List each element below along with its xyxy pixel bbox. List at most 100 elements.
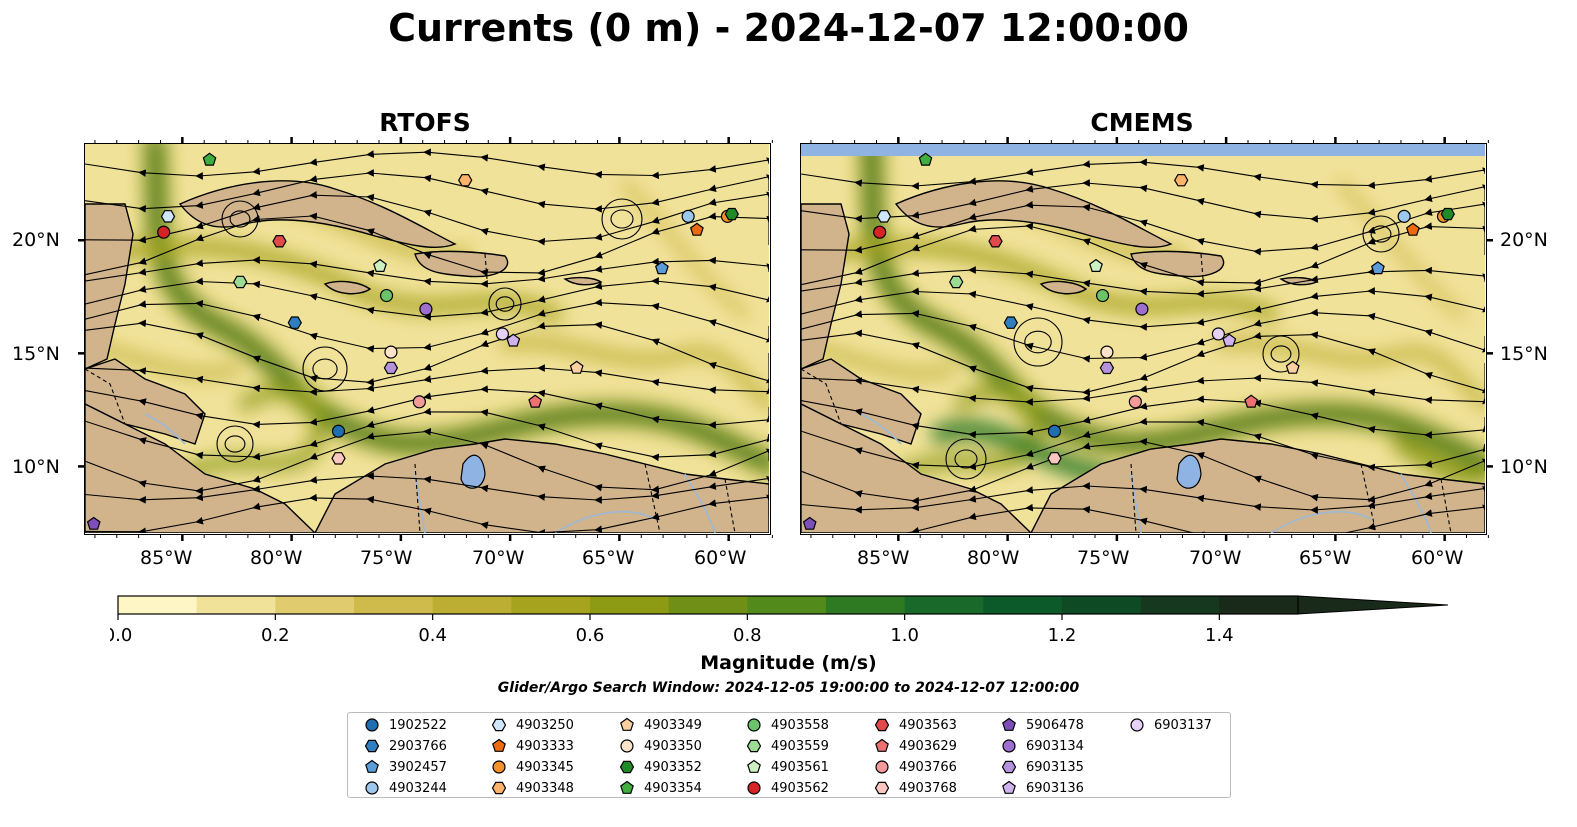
colorbar-extend-arrow xyxy=(1297,595,1449,615)
legend-item: 4903563 xyxy=(874,715,957,735)
legend-item: 4903345 xyxy=(491,757,574,777)
hexagon-marker-icon xyxy=(1001,760,1017,774)
legend-item: 4903629 xyxy=(874,736,957,756)
legend-label: 4903349 xyxy=(644,717,702,733)
glider-marker-3902457 xyxy=(654,261,669,275)
x-tick-label: 85°W xyxy=(140,547,193,569)
hexagon-marker-icon xyxy=(491,781,507,795)
legend-label: 6903136 xyxy=(1026,780,1084,796)
legend-label: 3902457 xyxy=(389,759,447,775)
glider-marker-4903350 xyxy=(1100,345,1114,359)
glider-marker-4903562 xyxy=(157,225,171,239)
glider-marker-6903134 xyxy=(1135,302,1149,316)
legend: 1902522 2903766 3902457 4903244 4903250 49033… xyxy=(347,712,1231,798)
glider-marker-4903349 xyxy=(1285,360,1300,374)
legend-item: 6903134 xyxy=(1001,736,1084,756)
legend-label: 4903250 xyxy=(516,717,574,733)
y-tick-label: 20°N xyxy=(1500,229,1548,251)
rtofs-map-canvas xyxy=(85,144,770,534)
y-tick-label: 20°N xyxy=(12,229,60,251)
glider-marker-6903136 xyxy=(506,333,521,347)
glider-marker-4903559 xyxy=(233,275,248,289)
colorbar-tick-label: 0.4 xyxy=(418,625,447,646)
colorbar-segment xyxy=(590,596,670,614)
glider-marker-4903354 xyxy=(202,152,217,166)
x-tick-label: 70°W xyxy=(472,547,525,569)
legend-item: 4903562 xyxy=(746,778,829,798)
glider-marker-1902522 xyxy=(331,424,346,438)
glider-marker-4903559 xyxy=(949,275,964,289)
glider-marker-4903558 xyxy=(1095,288,1110,303)
legend-item: 4903349 xyxy=(619,715,702,735)
pentagon-marker-icon xyxy=(492,738,506,752)
legend-item: 6903135 xyxy=(1001,757,1084,777)
x-tick-label: 65°W xyxy=(582,547,635,569)
x-tick-label: 75°W xyxy=(1077,547,1130,569)
circle-marker-icon xyxy=(492,760,506,774)
y-tick-label: 15°N xyxy=(12,343,60,365)
legend-item: 4903348 xyxy=(491,778,574,798)
glider-marker-6903137 xyxy=(495,327,509,341)
streamlines xyxy=(85,148,770,534)
legend-item: 4903244 xyxy=(364,778,447,798)
hexagon-marker-icon xyxy=(874,718,890,732)
search-window-label: Glider/Argo Search Window: 2024-12-05 19… xyxy=(497,680,1080,696)
legend-item: 6903137 xyxy=(1129,715,1212,735)
colorbar-tick-label: 0.6 xyxy=(576,625,605,646)
legend-item: 1902522 xyxy=(364,715,447,735)
circle-marker-icon xyxy=(365,718,379,732)
legend-label: 4903559 xyxy=(771,738,829,754)
rtofs-map xyxy=(84,143,771,535)
colorbar-tick-label: 1.0 xyxy=(890,625,919,646)
colorbar-segment xyxy=(826,596,906,614)
glider-marker-4903348 xyxy=(458,174,473,187)
glider-marker-4903561 xyxy=(373,258,387,272)
colorbar-tick-label: 0.0 xyxy=(110,625,132,646)
glider-marker-4903350 xyxy=(384,345,398,359)
legend-label: 4903345 xyxy=(516,759,574,775)
x-tick-label: 60°W xyxy=(694,547,747,569)
legend-item: 4903559 xyxy=(746,736,829,756)
pentagon-marker-icon xyxy=(875,738,889,752)
colorbar-segment xyxy=(1062,596,1142,614)
glider-marker-4903766 xyxy=(412,395,426,409)
legend-label: 4903333 xyxy=(516,738,574,754)
glider-markers xyxy=(86,152,739,530)
colorbar-segment xyxy=(196,596,276,614)
panel-title-cmems: CMEMS xyxy=(1090,108,1194,137)
x-tick-label: 75°W xyxy=(360,547,413,569)
legend-label: 4903348 xyxy=(516,780,574,796)
legend-item: 6903136 xyxy=(1001,778,1084,798)
pentagon-marker-icon xyxy=(620,717,634,731)
cmems-map-canvas xyxy=(801,144,1486,534)
glider-markers xyxy=(802,152,1455,530)
colorbar-tick-label: 0.8 xyxy=(733,625,762,646)
legend-label: 4903561 xyxy=(771,759,829,775)
pentagon-marker-icon xyxy=(747,759,761,773)
legend-item: 4903333 xyxy=(491,736,574,756)
legend-item: 4903250 xyxy=(491,715,574,735)
glider-marker-4903352 xyxy=(1440,207,1455,221)
x-tick-label: 60°W xyxy=(1411,547,1464,569)
colorbar-segment xyxy=(511,596,591,614)
legend-item: 4903558 xyxy=(746,715,829,735)
glider-marker-4903349 xyxy=(569,360,584,374)
circle-marker-icon xyxy=(1130,718,1144,732)
legend-label: 5906478 xyxy=(1026,717,1084,733)
glider-marker-4903244 xyxy=(1397,209,1411,223)
glider-marker-4903768 xyxy=(331,452,346,465)
legend-label: 6903137 xyxy=(1154,717,1212,733)
glider-marker-4903250 xyxy=(876,210,892,223)
colorbar-segment xyxy=(1219,596,1299,614)
colorbar-tick-label: 0.2 xyxy=(261,625,290,646)
glider-marker-4903354 xyxy=(918,152,933,166)
legend-label: 4903354 xyxy=(644,780,702,796)
colorbar: 0.0 0.2 0.4 0.6 0.8 1.0 1.2 1.4 xyxy=(110,595,1449,646)
cmems-map xyxy=(800,143,1487,535)
glider-marker-4903563 xyxy=(988,235,1003,248)
legend-item: 2903766 xyxy=(364,736,447,756)
x-tick-label: 85°W xyxy=(857,547,910,569)
legend-label: 4903768 xyxy=(899,780,957,796)
x-tick-label: 70°W xyxy=(1189,547,1242,569)
y-tick-label: 15°N xyxy=(1500,343,1548,365)
